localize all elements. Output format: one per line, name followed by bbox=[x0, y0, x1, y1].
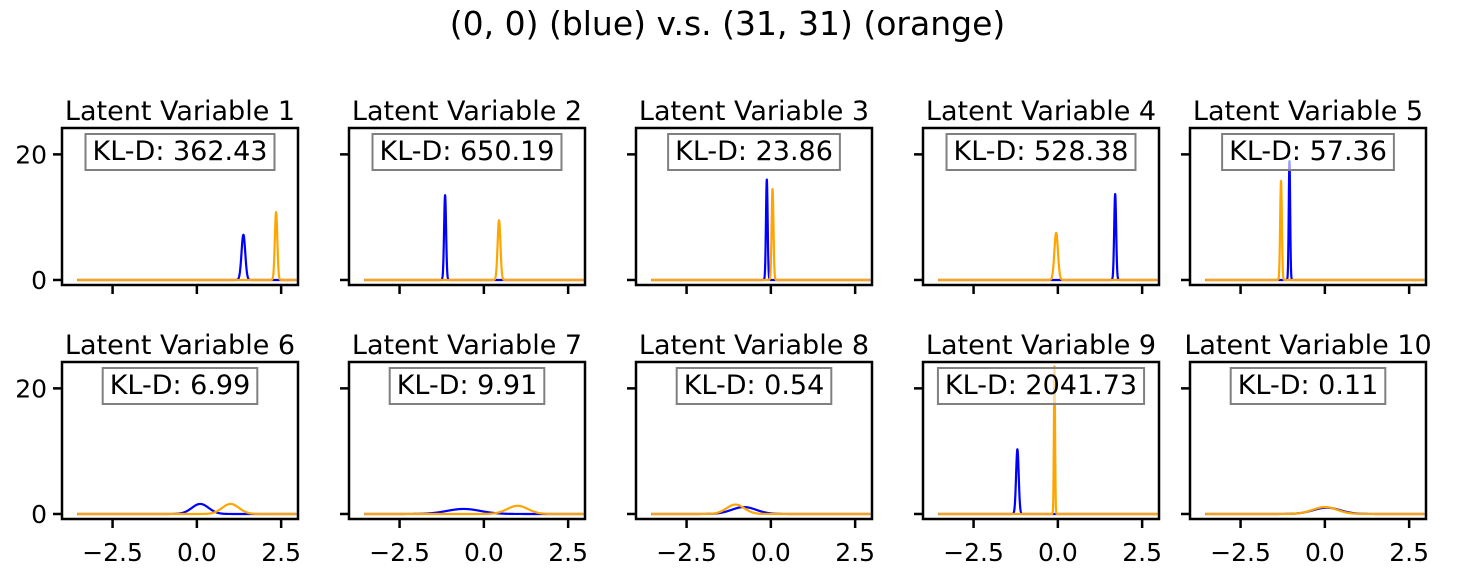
subplot-3-kl-box bbox=[667, 133, 841, 171]
subplot-1-ytick-label-1: 20 bbox=[15, 140, 47, 169]
subplot-4-kl-box bbox=[945, 133, 1137, 171]
subplot-6-xtick-label-2: 2.5 bbox=[261, 538, 301, 567]
subplot-3: Latent Variable 3 KL-D: 23.86 bbox=[627, 96, 874, 294]
subplot-1-title: Latent Variable 1 bbox=[65, 96, 295, 127]
subplot-9-title: Latent Variable 9 bbox=[926, 330, 1156, 361]
subplot-6-frame bbox=[60, 360, 300, 521]
subplot-2-kl-box bbox=[371, 133, 563, 171]
subplot-10-xtick-label-1: 0.0 bbox=[1305, 538, 1345, 567]
subplot-9-orange-curve bbox=[937, 365, 1159, 516]
subplot-8: −2.5 0.0 2.5 Latent Variable 8 KL-D: 0.54 bbox=[627, 330, 875, 567]
subplot-1-kl-label: KL-D: 362.43 bbox=[93, 136, 268, 167]
subplot-2-blue-curve bbox=[363, 194, 585, 282]
subplot-6-kl-box bbox=[101, 367, 259, 405]
subplot-8-kl-label: KL-D: 0.54 bbox=[684, 370, 825, 401]
subplot-4-orange-curve bbox=[937, 231, 1159, 282]
subplot-5-kl-box bbox=[1221, 133, 1395, 171]
subplot-8-xtick-label-0: −2.5 bbox=[656, 538, 717, 567]
subplot-4-blue-curve bbox=[937, 192, 1159, 282]
subplot-1-ytick-label-0: 0 bbox=[31, 266, 47, 295]
subplot-1-kl-box bbox=[84, 133, 276, 171]
subplot-7-title: Latent Variable 7 bbox=[352, 330, 582, 361]
subplot-7-orange-curve bbox=[363, 504, 585, 516]
subplot-6-ytick-label-0: 0 bbox=[31, 500, 47, 529]
subplot-3-blue-curve bbox=[650, 178, 872, 282]
subplot-10-frame bbox=[1188, 360, 1428, 521]
subplot-5-frame bbox=[1188, 126, 1428, 287]
subplot-4-kl-label: KL-D: 528.38 bbox=[954, 136, 1129, 167]
subplot-9-kl-label: KL-D: 2041.73 bbox=[945, 370, 1137, 401]
subplot-7-frame bbox=[347, 360, 587, 521]
subplot-10-title: Latent Variable 10 bbox=[1184, 330, 1431, 361]
subplot-6-xtick-label-0: −2.5 bbox=[82, 538, 143, 567]
subplot-2-kl-label: KL-D: 650.19 bbox=[380, 136, 555, 167]
subplot-8-title: Latent Variable 8 bbox=[639, 330, 869, 361]
subplot-10-kl-box bbox=[1229, 367, 1387, 405]
subplot-1-frame bbox=[60, 126, 300, 287]
subplot-2-title: Latent Variable 2 bbox=[352, 96, 582, 127]
subplot-1-orange-curve bbox=[76, 211, 298, 282]
subplot-3-title: Latent Variable 3 bbox=[639, 96, 869, 127]
figure-title: (0, 0) (blue) v.s. (31, 31) (orange) bbox=[449, 4, 1006, 43]
subplot-5-orange-curve bbox=[1204, 179, 1426, 282]
subplot-8-orange-curve bbox=[650, 503, 872, 516]
subplot-4-frame bbox=[921, 126, 1161, 287]
subplot-10: −2.5 0.0 2.5 Latent Variable 10 KL-D: 0.11 bbox=[1181, 330, 1432, 567]
subplot-4: Latent Variable 4 KL-D: 528.38 bbox=[914, 96, 1161, 294]
subplot-10-kl-label: KL-D: 0.11 bbox=[1238, 370, 1379, 401]
subplot-5-blue-curve bbox=[1204, 160, 1426, 282]
subplot-6-title: Latent Variable 6 bbox=[65, 330, 295, 361]
subplot-3-frame bbox=[634, 126, 874, 287]
subplot-8-kl-box bbox=[675, 367, 833, 405]
subplot-2-frame bbox=[347, 126, 587, 287]
subplot-10-orange-curve bbox=[1204, 505, 1426, 516]
subplot-7-kl-label: KL-D: 9.91 bbox=[397, 370, 538, 401]
subplot-9: −2.5 0.0 2.5 Latent Variable 9 KL-D: 2041.73 bbox=[914, 330, 1162, 567]
subplot-8-xtick-label-1: 0.0 bbox=[751, 538, 791, 567]
subplot-10-xtick-label-0: −2.5 bbox=[1210, 538, 1271, 567]
subplot-6-ytick-label-1: 20 bbox=[15, 374, 47, 403]
subplot-5-kl-label: KL-D: 57.36 bbox=[1229, 136, 1387, 167]
subplot-8-xtick-label-2: 2.5 bbox=[835, 538, 875, 567]
subplot-9-xtick-label-2: 2.5 bbox=[1122, 538, 1162, 567]
subplot-5: Latent Variable 5 KL-D: 57.36 bbox=[1181, 96, 1428, 294]
subplot-1-blue-curve bbox=[76, 233, 298, 282]
subplot-7-xtick-label-0: −2.5 bbox=[369, 538, 430, 567]
subplot-6-blue-curve bbox=[76, 502, 298, 516]
subplot-1: 0 20 Latent Variable 1 KL-D: 362.43 bbox=[15, 96, 300, 295]
subplot-9-kl-box bbox=[936, 367, 1146, 405]
subplot-9-blue-curve bbox=[937, 448, 1159, 516]
subplot-7-xtick-label-1: 0.0 bbox=[464, 538, 504, 567]
subplot-2-orange-curve bbox=[363, 219, 585, 282]
subplot-4-title: Latent Variable 4 bbox=[926, 96, 1156, 127]
subplot-6-orange-curve bbox=[76, 502, 298, 516]
subplot-10-xtick-label-2: 2.5 bbox=[1389, 538, 1429, 567]
subplot-9-frame bbox=[921, 360, 1161, 521]
subplot-8-frame bbox=[634, 360, 874, 521]
subplot-6: 0 20 −2.5 0.0 2.5 Latent Variable 6 KL-D: 6.99 bbox=[15, 330, 301, 567]
subplot-6-kl-label: KL-D: 6.99 bbox=[110, 370, 251, 401]
subplot-5-title: Latent Variable 5 bbox=[1193, 96, 1423, 127]
subplot-9-xtick-label-1: 0.0 bbox=[1038, 538, 1078, 567]
subplot-7: −2.5 0.0 2.5 Latent Variable 7 KL-D: 9.91 bbox=[340, 330, 588, 567]
subplot-3-kl-label: KL-D: 23.86 bbox=[675, 136, 833, 167]
subplot-2: Latent Variable 2 KL-D: 650.19 bbox=[340, 96, 587, 294]
subplot-9-xtick-label-0: −2.5 bbox=[943, 538, 1004, 567]
subplot-7-kl-box bbox=[388, 367, 546, 405]
subplot-6-xtick-label-1: 0.0 bbox=[177, 538, 217, 567]
subplot-3-orange-curve bbox=[650, 188, 872, 282]
subplot-7-xtick-label-2: 2.5 bbox=[548, 538, 588, 567]
